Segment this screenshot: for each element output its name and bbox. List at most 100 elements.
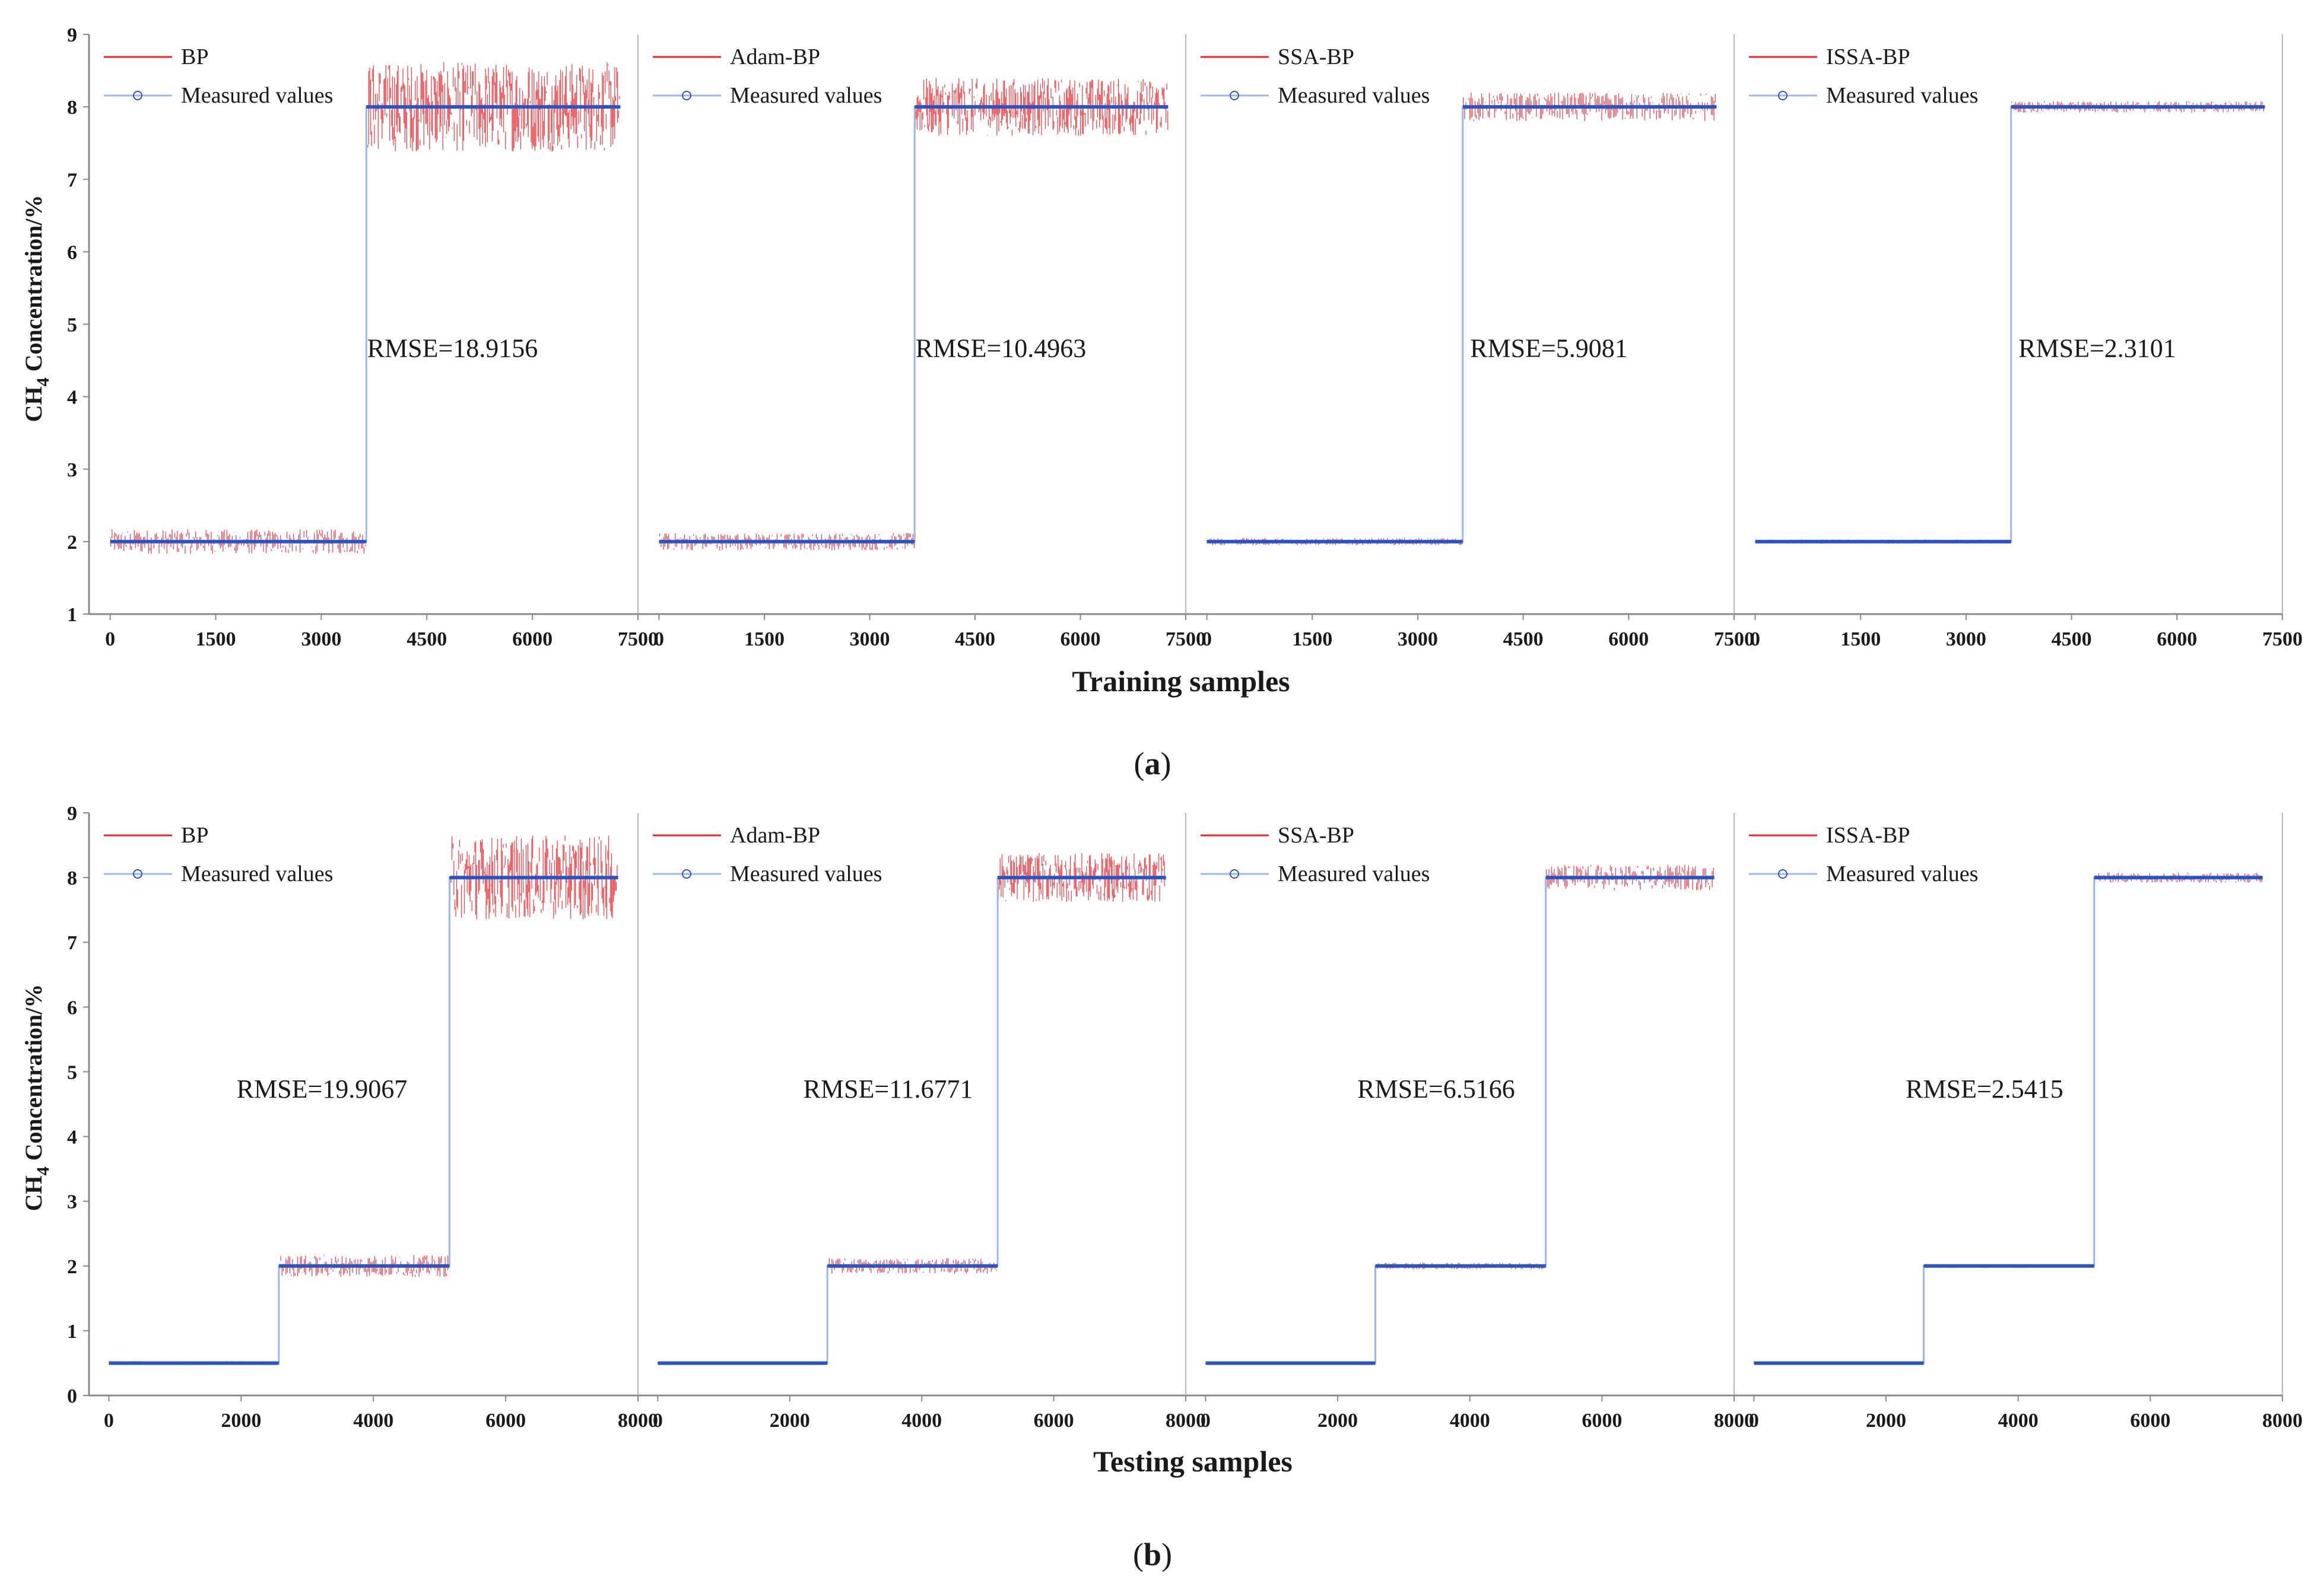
panel-a-adam-bp: 0 1500 3000 4500 6000 7500 Adam-BP Measured val… xyxy=(637,34,1206,650)
prediction-series xyxy=(1754,872,2262,1364)
legend-label-prediction: SSA-BP xyxy=(1278,823,1354,848)
panel-b-bp: 0 1 2 3 4 5 6 7 8 9 0 2000 4000 6000 8000 BP Measured va… xyxy=(67,803,658,1432)
x-tick-label: 4000 xyxy=(1998,1410,2039,1432)
y-tick-label: 5 xyxy=(67,314,77,336)
measured-step-line xyxy=(659,106,1169,543)
y-tick-label: 5 xyxy=(67,1061,77,1083)
row-a-training: CH4 Concentration/% Training samples (a) xyxy=(20,195,1290,781)
measured-step-line xyxy=(1754,876,2263,1364)
legend-label-measured: Measured values xyxy=(1826,83,1978,108)
rmse-annotation: RMSE=18.9156 xyxy=(367,333,538,363)
measured-step-line xyxy=(1755,106,2265,543)
row-b-y-axis-label: CH4 Concentration/% xyxy=(20,984,53,1212)
x-tick-label: 6000 xyxy=(1034,1410,1074,1432)
x-tick-label: 6000 xyxy=(2130,1410,2170,1432)
legend-label-measured: Measured values xyxy=(181,861,333,886)
measured-step-line xyxy=(109,876,618,1364)
x-tick-label: 8000 xyxy=(2262,1410,2303,1432)
rmse-annotation: RMSE=11.6771 xyxy=(804,1074,973,1104)
x-tick-label: 4000 xyxy=(901,1410,942,1432)
legend-label-measured: Measured values xyxy=(181,83,333,108)
x-tick-label: 4000 xyxy=(353,1410,393,1432)
x-tick-label: 6000 xyxy=(485,1410,526,1432)
legend-marker-measured xyxy=(1778,91,1788,100)
legend-label-measured: Measured values xyxy=(730,83,882,108)
rmse-annotation: RMSE=5.9081 xyxy=(1470,333,1628,363)
rmse-annotation: RMSE=10.4963 xyxy=(916,333,1087,363)
legend-label-measured: Measured values xyxy=(1826,861,1978,886)
x-tick-label: 1500 xyxy=(1840,628,1881,650)
x-tick-label: 1500 xyxy=(195,628,236,650)
x-tick-label: 6000 xyxy=(1582,1410,1622,1432)
x-tick-label: 6000 xyxy=(1061,628,1101,650)
panel-a-ssa-bp: 0 1500 3000 4500 6000 7500 SSA-BP Measured valu… xyxy=(1185,34,1754,650)
rmse-annotation: RMSE=2.5415 xyxy=(1906,1074,2063,1104)
row-a-x-axis-label: Training samples xyxy=(1072,665,1290,698)
rmse-annotation: RMSE=19.9067 xyxy=(237,1074,408,1104)
x-tick-label: 7500 xyxy=(2262,628,2303,650)
prediction-series xyxy=(1205,864,1714,1364)
x-tick-label: 8000 xyxy=(1714,1410,1754,1432)
x-tick-label: 0 xyxy=(105,628,115,650)
x-tick-label: 6000 xyxy=(1608,628,1649,650)
x-tick-label: 0 xyxy=(1202,628,1212,650)
y-tick-label: 8 xyxy=(67,97,77,119)
x-tick-label: 1500 xyxy=(1292,628,1332,650)
panel-b-ssa-bp: 0 2000 4000 6000 8000 SSA-BP Measured values RM… xyxy=(1185,813,1754,1432)
rmse-annotation: RMSE=6.5166 xyxy=(1357,1074,1515,1104)
y-tick-label: 1 xyxy=(67,1321,77,1343)
legend-marker-measured xyxy=(682,91,691,100)
x-tick-label: 3000 xyxy=(1398,628,1438,650)
prediction-series xyxy=(658,853,1166,1365)
x-tick-label: 4500 xyxy=(955,628,995,650)
legend-label-prediction: Adam-BP xyxy=(730,44,820,69)
legend-label-prediction: ISSA-BP xyxy=(1826,44,1910,69)
x-tick-label: 0 xyxy=(654,628,664,650)
y-tick-label: 2 xyxy=(67,1256,77,1278)
row-a-panel-tag: (a) xyxy=(1134,746,1171,781)
measured-step-line xyxy=(1205,876,1715,1364)
legend-label-prediction: BP xyxy=(181,823,208,848)
x-tick-label: 0 xyxy=(104,1410,114,1432)
y-tick-label: 8 xyxy=(67,867,77,889)
y-tick-label: 9 xyxy=(67,24,77,46)
y-tick-label: 1 xyxy=(67,604,77,626)
row-b-panel-tag: (b) xyxy=(1133,1537,1172,1572)
x-tick-label: 7500 xyxy=(618,628,658,650)
x-tick-label: 7500 xyxy=(1714,628,1754,650)
y-tick-label: 2 xyxy=(67,532,77,554)
x-tick-label: 8000 xyxy=(618,1410,658,1432)
x-tick-label: 0 xyxy=(653,1410,663,1432)
measured-step-line xyxy=(1207,106,1717,543)
panel-a-bp: 1 2 3 4 5 6 7 8 9 0 1500 3000 4500 6000 7500 BP Measured… xyxy=(67,24,658,650)
x-tick-label: 2000 xyxy=(1317,1410,1358,1432)
row-b-x-axis-label: Testing samples xyxy=(1093,1445,1293,1478)
y-tick-label: 9 xyxy=(67,803,77,825)
legend-marker-measured xyxy=(133,869,142,879)
y-tick-label: 3 xyxy=(67,1191,77,1213)
x-tick-label: 2000 xyxy=(770,1410,810,1432)
prediction-series xyxy=(659,78,1169,551)
x-tick-label: 6000 xyxy=(2157,628,2197,650)
panel-b-issa-bp: 0 2000 4000 6000 8000 ISSA-BP Measured values R… xyxy=(1733,813,2303,1432)
y-tick-label: 3 xyxy=(67,459,77,481)
y-tick-label: 6 xyxy=(67,997,77,1019)
legend-marker-measured xyxy=(133,91,142,100)
y-tick-label: 0 xyxy=(67,1385,77,1407)
x-tick-label: 3000 xyxy=(1946,628,1986,650)
prediction-series xyxy=(110,62,620,554)
legend-label-prediction: Adam-BP xyxy=(730,823,820,848)
measured-step-line xyxy=(658,876,1166,1364)
x-tick-label: 4500 xyxy=(2052,628,2092,650)
x-tick-label: 3000 xyxy=(850,628,890,650)
x-tick-label: 4000 xyxy=(1450,1410,1490,1432)
measured-step-line xyxy=(110,106,621,543)
legend-label-prediction: SSA-BP xyxy=(1278,44,1354,69)
rmse-annotation: RMSE=2.3101 xyxy=(2018,333,2176,363)
x-tick-label: 4500 xyxy=(407,628,447,650)
y-tick-label: 4 xyxy=(67,1127,77,1149)
legend-marker-measured xyxy=(1778,869,1788,879)
panel-b-adam-bp: 0 2000 4000 6000 8000 Adam-BP Measured values R… xyxy=(637,813,1206,1432)
